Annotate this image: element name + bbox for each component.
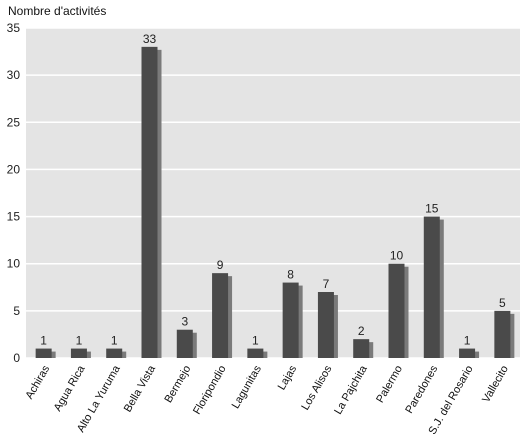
data-label: 9 (217, 258, 224, 272)
x-category-label: Bella Vista (122, 363, 159, 415)
plot-area (26, 28, 520, 358)
bar (70, 348, 87, 358)
x-category-label: La Pajchita (332, 363, 370, 417)
x-category-label: Bermejo (163, 364, 194, 405)
bar (106, 348, 123, 358)
y-axis-title: Nombre d'activités (8, 4, 106, 18)
bar (212, 273, 229, 358)
y-tick-label: 30 (7, 68, 21, 82)
bar (423, 216, 440, 358)
bar (459, 348, 476, 358)
bar (176, 329, 193, 358)
bar (353, 339, 370, 358)
data-label: 2 (358, 324, 365, 338)
x-category-label: Lajas (276, 363, 300, 392)
y-tick-label: 5 (13, 304, 20, 318)
x-category-label: Agua Rica (52, 363, 88, 414)
x-category-label: Achiras (24, 363, 53, 401)
y-tick-label: 25 (7, 115, 21, 129)
y-tick-label: 10 (7, 257, 21, 271)
x-category-label: Los Alisos (299, 363, 334, 412)
bar (317, 292, 334, 358)
data-label: 8 (287, 268, 294, 282)
data-label: 10 (390, 249, 404, 263)
data-label: 1 (111, 334, 118, 348)
data-label: 3 (181, 315, 188, 329)
data-label: 33 (143, 32, 157, 46)
data-label: 7 (323, 277, 330, 291)
bar (282, 282, 299, 358)
y-tick-label: 0 (13, 351, 20, 365)
x-category-label: Paredones (403, 363, 440, 416)
bars (35, 46, 515, 358)
y-tick-label: 20 (7, 162, 21, 176)
bar (494, 310, 511, 358)
data-label: 15 (425, 202, 439, 216)
data-label: 1 (252, 334, 259, 348)
data-label: 1 (76, 334, 83, 348)
x-category-label: Palermo (374, 364, 405, 405)
x-category-label: Vallecito (480, 364, 511, 405)
bar (247, 348, 264, 358)
bar (35, 348, 52, 358)
data-label: 1 (464, 334, 471, 348)
data-label: 1 (40, 334, 47, 348)
bar (141, 46, 158, 358)
y-tick-label: 35 (7, 21, 21, 35)
bar (388, 263, 405, 358)
x-category-label: Floripondio (191, 364, 229, 417)
y-tick-label: 15 (7, 210, 21, 224)
data-label: 5 (499, 296, 506, 310)
y-axis-ticks: 0 5 10 15 20 25 30 35 (7, 21, 21, 365)
x-category-label: Lagunitas (230, 363, 264, 411)
grid-lines (26, 27, 520, 359)
